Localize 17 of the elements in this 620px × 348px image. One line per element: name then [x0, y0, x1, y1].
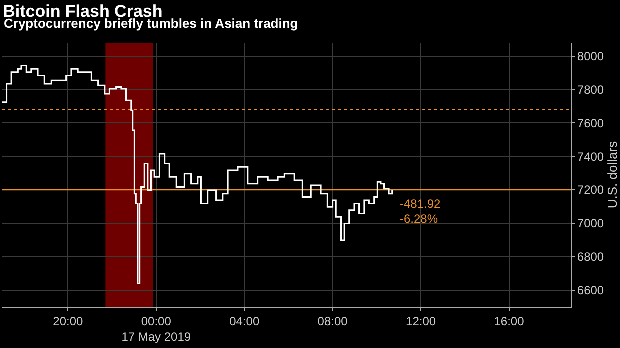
- x-tick-label: 12:00: [406, 314, 436, 328]
- y-tick-label: 6800: [577, 250, 604, 264]
- x-tick-label: 20:00: [53, 314, 84, 328]
- y-tick-label: 6600: [577, 283, 604, 298]
- x-tick-label: 08:00: [318, 314, 348, 328]
- annotation: -6.28%: [400, 212, 438, 226]
- y-tick-label: 7800: [577, 82, 604, 97]
- x-tick-label: 16:00: [494, 314, 525, 328]
- y-tick-label: 7400: [577, 150, 604, 164]
- y-axis-title: U.S. dollars: [605, 140, 620, 209]
- y-tick-label: 7000: [577, 216, 604, 231]
- x-tick-label: 04:00: [230, 314, 260, 328]
- y-tick-label: 7600: [577, 116, 604, 130]
- x-tick-label: 00:00 17 May 2019: [122, 314, 192, 344]
- y-tick-label: 7200: [577, 183, 604, 198]
- annotation: -481.92: [400, 197, 442, 211]
- y-tick-label: 8000: [577, 50, 604, 64]
